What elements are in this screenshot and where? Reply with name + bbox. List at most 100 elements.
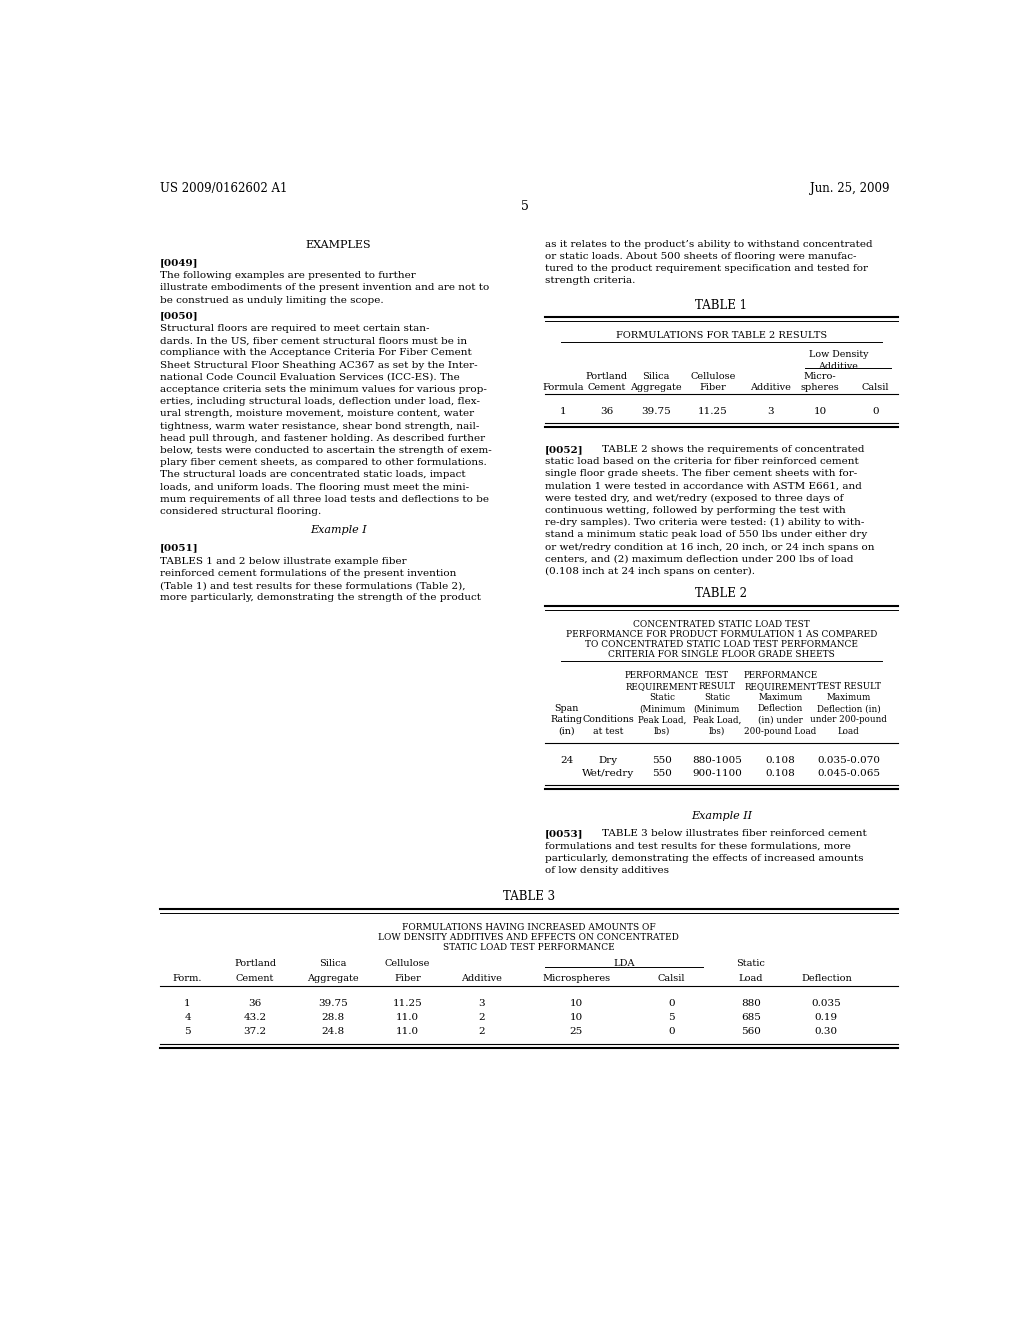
- Text: Peak Load,: Peak Load,: [638, 715, 686, 725]
- Text: TABLE 3 below illustrates fiber reinforced cement: TABLE 3 below illustrates fiber reinforc…: [602, 829, 866, 838]
- Text: TABLE 2 shows the requirements of concentrated: TABLE 2 shows the requirements of concen…: [602, 445, 864, 454]
- Text: TABLE 2: TABLE 2: [695, 587, 748, 601]
- Text: Cement: Cement: [588, 383, 626, 392]
- Text: Micro-: Micro-: [804, 372, 837, 381]
- Text: [0051]: [0051]: [160, 544, 199, 553]
- Text: Microspheres: Microspheres: [543, 974, 610, 982]
- Text: or static loads. About 500 sheets of flooring were manufac-: or static loads. About 500 sheets of flo…: [545, 252, 856, 261]
- Text: (in) under: (in) under: [758, 715, 803, 725]
- Text: Static: Static: [649, 693, 675, 702]
- Text: Silica: Silica: [642, 372, 670, 381]
- Text: acceptance criteria sets the minimum values for various prop-: acceptance criteria sets the minimum val…: [160, 385, 486, 395]
- Text: compliance with the Acceptance Criteria For Fiber Cement: compliance with the Acceptance Criteria …: [160, 348, 471, 358]
- Text: Sheet Structural Floor Sheathing AC367 as set by the Inter-: Sheet Structural Floor Sheathing AC367 a…: [160, 360, 477, 370]
- Text: 0: 0: [669, 999, 675, 1008]
- Text: Maximum: Maximum: [758, 693, 803, 702]
- Text: FORMULATIONS FOR TABLE 2 RESULTS: FORMULATIONS FOR TABLE 2 RESULTS: [615, 331, 826, 341]
- Text: Calsil: Calsil: [657, 974, 685, 982]
- Text: Fiber: Fiber: [394, 974, 421, 982]
- Text: Cellulose: Cellulose: [385, 960, 430, 969]
- Text: [0049]: [0049]: [160, 257, 199, 267]
- Text: 0.108: 0.108: [766, 770, 796, 779]
- Text: Example II: Example II: [691, 810, 752, 821]
- Text: LOW DENSITY ADDITIVES AND EFFECTS ON CONCENTRATED: LOW DENSITY ADDITIVES AND EFFECTS ON CON…: [378, 933, 679, 942]
- Text: 200-pound Load: 200-pound Load: [744, 726, 816, 735]
- Text: formulations and test results for these formulations, more: formulations and test results for these …: [545, 841, 851, 850]
- Text: The following examples are presented to further: The following examples are presented to …: [160, 271, 416, 280]
- Text: Maximum: Maximum: [826, 693, 870, 702]
- Text: Span: Span: [555, 704, 579, 713]
- Text: [0050]: [0050]: [160, 312, 199, 319]
- Text: Deflection (in): Deflection (in): [817, 704, 881, 713]
- Text: 28.8: 28.8: [322, 1014, 344, 1022]
- Text: Portland: Portland: [586, 372, 628, 381]
- Text: 0.108: 0.108: [766, 756, 796, 766]
- Text: TABLE 1: TABLE 1: [695, 298, 748, 312]
- Text: strength criteria.: strength criteria.: [545, 276, 635, 285]
- Text: Calsil: Calsil: [862, 383, 889, 392]
- Text: Aggregate: Aggregate: [630, 383, 682, 392]
- Text: Peak Load,: Peak Load,: [692, 715, 741, 725]
- Text: REQUIREMENT: REQUIREMENT: [744, 682, 816, 690]
- Text: Structural floors are required to meet certain stan-: Structural floors are required to meet c…: [160, 325, 429, 333]
- Text: stand a minimum static peak load of 550 lbs under either dry: stand a minimum static peak load of 550 …: [545, 531, 867, 540]
- Text: below, tests were conducted to ascertain the strength of exem-: below, tests were conducted to ascertain…: [160, 446, 492, 455]
- Text: be construed as unduly limiting the scope.: be construed as unduly limiting the scop…: [160, 296, 383, 305]
- Text: tightness, warm water resistance, shear bond strength, nail-: tightness, warm water resistance, shear …: [160, 421, 479, 430]
- Text: LDA: LDA: [613, 960, 635, 969]
- Text: (Minimum: (Minimum: [693, 704, 740, 713]
- Text: 39.75: 39.75: [641, 408, 671, 416]
- Text: TABLES 1 and 2 below illustrate example fiber: TABLES 1 and 2 below illustrate example …: [160, 557, 407, 566]
- Text: tured to the product requirement specification and tested for: tured to the product requirement specifi…: [545, 264, 867, 273]
- Text: illustrate embodiments of the present invention and are not to: illustrate embodiments of the present in…: [160, 284, 489, 293]
- Text: EXAMPLES: EXAMPLES: [305, 240, 371, 249]
- Text: 4: 4: [184, 1014, 190, 1022]
- Text: 11.0: 11.0: [396, 1014, 419, 1022]
- Text: Additive: Additive: [751, 383, 792, 392]
- Text: 2: 2: [478, 1027, 484, 1036]
- Text: TEST RESULT: TEST RESULT: [816, 682, 881, 690]
- Text: STATIC LOAD TEST PERFORMANCE: STATIC LOAD TEST PERFORMANCE: [443, 942, 614, 952]
- Text: PERFORMANCE: PERFORMANCE: [743, 671, 817, 680]
- Text: of low density additives: of low density additives: [545, 866, 669, 875]
- Text: 0.035-0.070: 0.035-0.070: [817, 756, 880, 766]
- Text: 550: 550: [652, 756, 672, 766]
- Text: 11.25: 11.25: [698, 408, 728, 416]
- Text: mum requirements of all three load tests and deflections to be: mum requirements of all three load tests…: [160, 495, 488, 504]
- Text: 3: 3: [768, 408, 774, 416]
- Text: 11.25: 11.25: [392, 999, 422, 1008]
- Text: TO CONCENTRATED STATIC LOAD TEST PERFORMANCE: TO CONCENTRATED STATIC LOAD TEST PERFORM…: [585, 640, 858, 649]
- Text: 37.2: 37.2: [244, 1027, 266, 1036]
- Text: Wet/redry: Wet/redry: [582, 770, 634, 779]
- Text: 10: 10: [813, 408, 826, 416]
- Text: 0.045-0.065: 0.045-0.065: [817, 770, 880, 779]
- Text: 880: 880: [741, 999, 761, 1008]
- Text: 39.75: 39.75: [317, 999, 347, 1008]
- Text: TEST: TEST: [705, 671, 729, 680]
- Text: FORMULATIONS HAVING INCREASED AMOUNTS OF: FORMULATIONS HAVING INCREASED AMOUNTS OF: [401, 923, 655, 932]
- Text: Load: Load: [838, 726, 859, 735]
- Text: national Code Council Evaluation Services (ICC-ES). The: national Code Council Evaluation Service…: [160, 372, 460, 381]
- Text: 5: 5: [669, 1014, 675, 1022]
- Text: or wet/redry condition at 16 inch, 20 inch, or 24 inch spans on: or wet/redry condition at 16 inch, 20 in…: [545, 543, 874, 552]
- Text: 550: 550: [652, 770, 672, 779]
- Text: Load: Load: [738, 974, 763, 982]
- Text: Form.: Form.: [173, 974, 203, 982]
- Text: PERFORMANCE FOR PRODUCT FORMULATION 1 AS COMPARED: PERFORMANCE FOR PRODUCT FORMULATION 1 AS…: [565, 630, 877, 639]
- Text: (Table 1) and test results for these formulations (Table 2),: (Table 1) and test results for these for…: [160, 581, 465, 590]
- Text: The structural loads are concentrated static loads, impact: The structural loads are concentrated st…: [160, 470, 465, 479]
- Text: were tested dry, and wet/redry (exposed to three days of: were tested dry, and wet/redry (exposed …: [545, 494, 843, 503]
- Text: Cellulose: Cellulose: [690, 372, 735, 381]
- Text: centers, and (2) maximum deflection under 200 lbs of load: centers, and (2) maximum deflection unde…: [545, 554, 853, 564]
- Text: CRITERIA FOR SINGLE FLOOR GRADE SHEETS: CRITERIA FOR SINGLE FLOOR GRADE SHEETS: [608, 651, 835, 659]
- Text: ural strength, moisture movement, moisture content, water: ural strength, moisture movement, moistu…: [160, 409, 474, 418]
- Text: lbs): lbs): [709, 726, 725, 735]
- Text: 2: 2: [478, 1014, 484, 1022]
- Text: erties, including structural loads, deflection under load, flex-: erties, including structural loads, defl…: [160, 397, 479, 407]
- Text: Portland: Portland: [233, 960, 276, 969]
- Text: (0.108 inch at 24 inch spans on center).: (0.108 inch at 24 inch spans on center).: [545, 568, 755, 576]
- Text: 0.19: 0.19: [815, 1014, 838, 1022]
- Text: Fiber: Fiber: [699, 383, 726, 392]
- Text: 10: 10: [569, 1014, 583, 1022]
- Text: at test: at test: [593, 726, 624, 735]
